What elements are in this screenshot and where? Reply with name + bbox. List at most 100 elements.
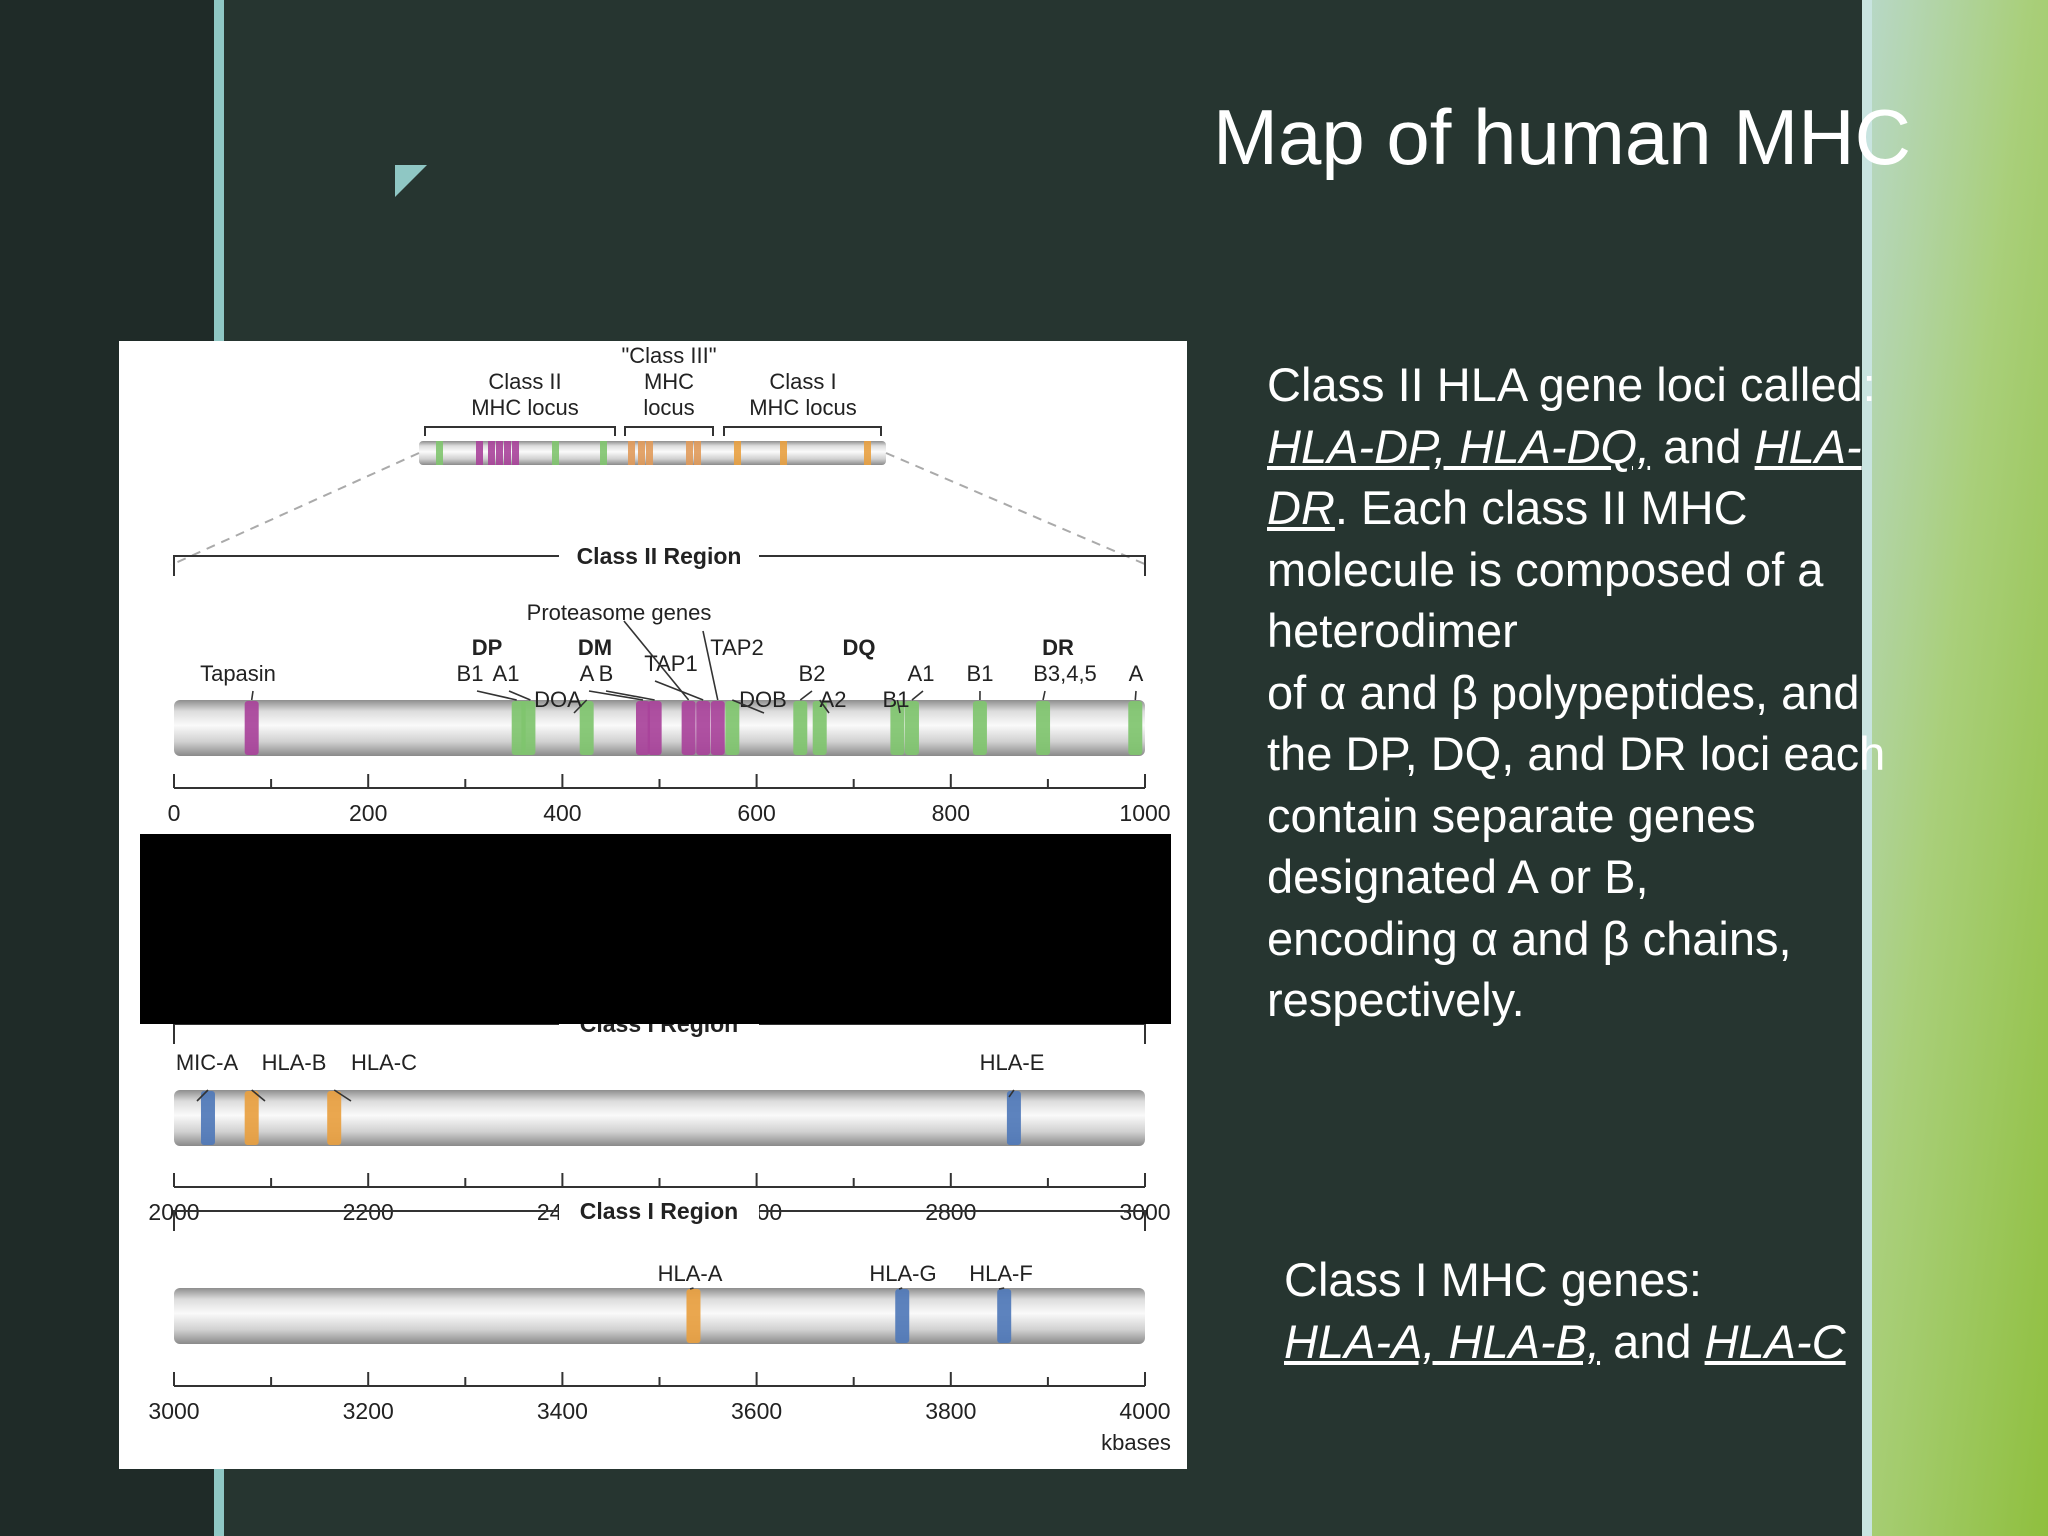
overview-gene-band — [646, 441, 653, 465]
gene-label-hla-f: HLA-F — [969, 1261, 1033, 1286]
desc-hla-dr-start: HLA- — [1754, 419, 1862, 473]
desc-line-6: of α and β polypeptides, and — [1267, 665, 1860, 719]
gene-label-dp-b1: B1 — [457, 661, 484, 686]
gene-leader-line — [1042, 690, 1046, 701]
gene-leader-line — [654, 680, 704, 701]
gene-label-hla-c: HLA-C — [351, 1050, 417, 1075]
gene-label-hla-g: HLA-G — [869, 1261, 936, 1286]
desc-and: and — [1650, 419, 1755, 473]
class1-hla-c: HLA-C — [1704, 1314, 1846, 1368]
overview-gene-band — [864, 441, 871, 465]
gene-band — [725, 701, 740, 755]
gene-band — [972, 701, 987, 755]
gene-band — [1006, 1091, 1021, 1145]
gene-band — [904, 701, 919, 755]
gene-leader-line — [689, 1287, 694, 1290]
gene-band — [793, 701, 808, 755]
gene-label-dm-a: A — [580, 661, 595, 686]
gene-label-mic-a: MIC-A — [176, 1050, 239, 1075]
desc-line-7: the DP, DQ, and DR loci each — [1267, 727, 1886, 780]
gene-leader-line — [250, 690, 254, 701]
class1-description: Class I MHC genes: HLA-A, HLA-B, and HLA… — [1284, 1249, 2004, 1372]
right-green-band — [1866, 0, 2048, 1536]
gene-label-hla-b: HLA-B — [262, 1050, 327, 1075]
gene-label-dq-b1: B1 — [883, 687, 910, 712]
gene-band — [997, 1289, 1012, 1343]
desc-line-10: encoding α and β chains, — [1267, 911, 1792, 965]
gene-leader-line — [1008, 1089, 1015, 1098]
gene-leader-line — [1134, 690, 1137, 701]
units-label-kbases: kbases — [1101, 1430, 1171, 1455]
axis-tick-label: 200 — [349, 800, 387, 826]
desc-hla-dp-dq: HLA-DP, HLA-DQ, — [1267, 419, 1651, 473]
zoom-line-left — [170, 452, 420, 566]
region-2: Class I Region 3000 3200 3400 3600 3800 4000 HL… — [148, 1193, 1171, 1455]
gene-band — [327, 1091, 342, 1145]
region-title-backdrop — [559, 1193, 759, 1223]
desc-line-11: respectively. — [1267, 973, 1525, 1026]
gene-label-dq-a2: A2 — [820, 687, 847, 712]
desc-line-5: heterodimer — [1267, 604, 1518, 657]
axis-tick-label: 4000 — [1119, 1398, 1170, 1424]
region-title-backdrop — [559, 538, 759, 568]
gene-leader-line — [998, 1287, 1005, 1290]
group-label-dp: DP — [472, 635, 503, 660]
gene-label-dr-b345: B3,4,5 — [1033, 661, 1097, 686]
gene-leader-line — [623, 620, 690, 701]
gene-band — [200, 1091, 215, 1145]
gene-leader-line — [898, 1287, 903, 1290]
gene-band — [890, 701, 905, 755]
overview-gene-band — [628, 441, 635, 465]
gene-band — [895, 1289, 910, 1343]
zoom-line-right — [885, 452, 1148, 566]
gene-band — [647, 701, 662, 755]
overview-label-class3: "Class III" — [621, 343, 716, 368]
class1-line-2: HLA-A, HLA-B, and HLA-C — [1284, 1311, 2004, 1373]
overview-gene-band — [436, 441, 443, 465]
corner-triangle-icon — [395, 165, 427, 197]
gene-label-hla-a: HLA-A — [658, 1261, 723, 1286]
gene-label-doa: DOA — [534, 687, 582, 712]
gene-leader-line — [819, 699, 830, 714]
region-1: Class I Region200022002400260028003000MI… — [148, 1006, 1171, 1225]
overview-gene-band — [504, 441, 511, 465]
gene-label-dob: DOB — [739, 687, 787, 712]
group-label-dr: DR — [1042, 635, 1074, 660]
gene-leader-line — [251, 1089, 266, 1102]
gene-band — [1128, 701, 1143, 755]
overview-label-class1: MHC locus — [749, 395, 857, 420]
gene-label-dm-b: B — [599, 661, 614, 686]
overview-gene-band — [686, 441, 693, 465]
gene-leader-line — [896, 699, 901, 714]
class1-hla-a-b: HLA-A, HLA-B, — [1284, 1314, 1601, 1368]
axis-tick-label: 600 — [737, 800, 775, 826]
slide-title: Map of human MHC — [1213, 93, 1911, 181]
gene-leader-line — [799, 690, 813, 701]
overview-gene-band — [488, 441, 495, 465]
desc-line-4: molecule is composed of a — [1267, 542, 1824, 596]
gene-label-dr-b1: B1 — [967, 661, 994, 686]
desc-line-8: contain separate genes — [1267, 788, 1756, 842]
overview-gene-band — [600, 441, 607, 465]
gene-leader-line — [605, 690, 655, 701]
desc-line-3-rest: . Each class II MHC — [1334, 481, 1748, 534]
gene-label-tapasin: Tapasin — [200, 661, 276, 686]
overview-gene-band — [734, 441, 741, 465]
right-accent-bar — [1862, 0, 1872, 1536]
gene-label-dq-b2: B2 — [799, 661, 826, 686]
desc-line-2: HLA-DP, HLA-DQ, and HLA- — [1267, 416, 2007, 478]
axis-tick-label: 800 — [932, 800, 970, 826]
gene-band — [635, 701, 650, 755]
overview-gene-band — [552, 441, 559, 465]
axis-tick-label: 3600 — [731, 1398, 782, 1424]
gene-band — [812, 701, 827, 755]
gene-label-tap2: TAP2 — [710, 635, 763, 660]
gene-band — [681, 701, 696, 755]
axis-tick-label: 3200 — [343, 1398, 394, 1424]
desc-line-1: Class II HLA gene loci called: — [1267, 358, 1876, 411]
overview-gene-band — [496, 441, 503, 465]
overview-gene-band — [638, 441, 645, 465]
axis-tick-label: 1000 — [1119, 800, 1170, 826]
axis-tick-label: 3800 — [925, 1398, 976, 1424]
